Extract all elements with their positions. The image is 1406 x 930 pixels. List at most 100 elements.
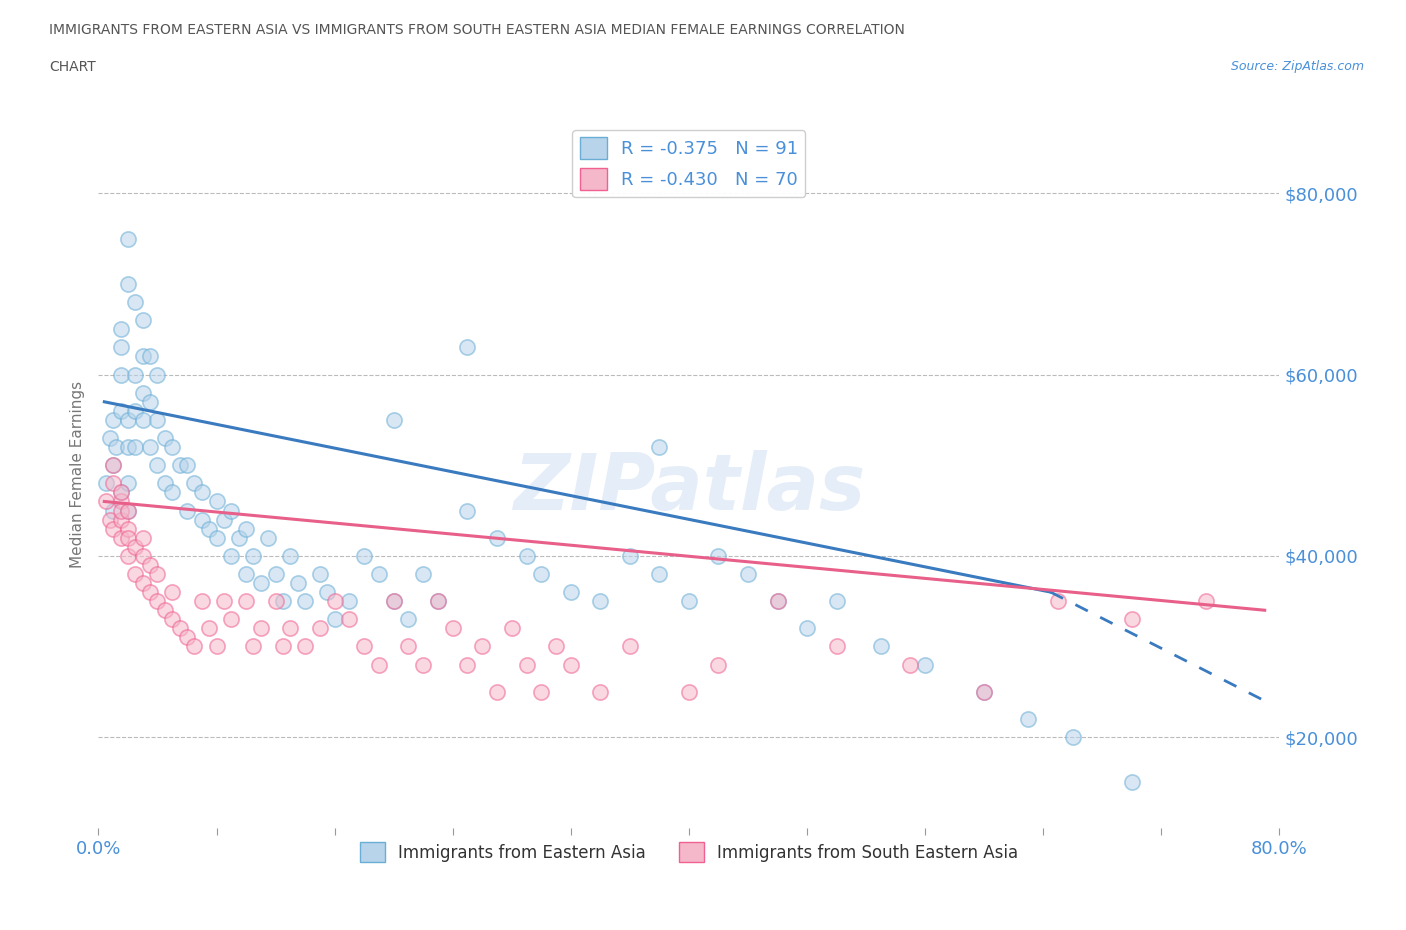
- Point: [117, 476, 139, 491]
- Point: [191, 593, 214, 608]
- Point: [132, 385, 155, 400]
- Point: [412, 566, 434, 581]
- Point: [353, 639, 375, 654]
- Point: [242, 639, 264, 654]
- Point: [257, 530, 280, 545]
- Point: [110, 512, 132, 527]
- Point: [205, 530, 228, 545]
- Point: [103, 521, 125, 536]
- Point: [146, 566, 169, 581]
- Point: [280, 621, 302, 636]
- Text: Source: ZipAtlas.com: Source: ZipAtlas.com: [1230, 60, 1364, 73]
- Y-axis label: Median Female Earnings: Median Female Earnings: [69, 380, 84, 568]
- Point: [139, 557, 162, 572]
- Point: [973, 684, 995, 699]
- Point: [110, 530, 132, 545]
- Point: [139, 585, 162, 600]
- Point: [648, 566, 671, 581]
- Point: [271, 639, 294, 654]
- Point: [132, 576, 155, 591]
- Point: [323, 612, 346, 627]
- Point: [796, 621, 818, 636]
- Point: [139, 394, 162, 409]
- Point: [678, 593, 700, 608]
- Point: [707, 658, 730, 672]
- Point: [117, 276, 139, 291]
- Point: [1195, 593, 1218, 608]
- Point: [110, 485, 132, 499]
- Point: [153, 431, 176, 445]
- Point: [707, 549, 730, 564]
- Point: [117, 440, 139, 455]
- Point: [271, 593, 294, 608]
- Point: [235, 593, 257, 608]
- Point: [110, 485, 132, 499]
- Point: [176, 630, 198, 644]
- Point: [146, 367, 169, 382]
- Point: [169, 458, 191, 472]
- Point: [117, 503, 139, 518]
- Text: CHART: CHART: [49, 60, 96, 74]
- Point: [205, 494, 228, 509]
- Point: [110, 503, 132, 518]
- Point: [132, 530, 155, 545]
- Point: [117, 549, 139, 564]
- Point: [766, 593, 789, 608]
- Point: [1121, 775, 1143, 790]
- Point: [162, 585, 183, 600]
- Point: [457, 340, 479, 355]
- Point: [309, 566, 332, 581]
- Point: [176, 458, 198, 472]
- Point: [457, 503, 479, 518]
- Point: [221, 503, 243, 518]
- Point: [132, 349, 155, 364]
- Point: [191, 512, 214, 527]
- Point: [309, 621, 332, 636]
- Point: [132, 549, 155, 564]
- Point: [191, 485, 214, 499]
- Point: [471, 639, 494, 654]
- Point: [560, 585, 582, 600]
- Point: [103, 458, 125, 472]
- Point: [530, 566, 553, 581]
- Point: [198, 621, 221, 636]
- Point: [530, 684, 553, 699]
- Point: [825, 593, 848, 608]
- Point: [117, 413, 139, 428]
- Point: [176, 503, 198, 518]
- Point: [589, 593, 612, 608]
- Point: [368, 566, 391, 581]
- Point: [486, 684, 509, 699]
- Point: [169, 621, 191, 636]
- Point: [1062, 730, 1084, 745]
- Point: [398, 612, 420, 627]
- Point: [339, 593, 361, 608]
- Point: [560, 658, 582, 672]
- Point: [501, 621, 523, 636]
- Point: [973, 684, 995, 699]
- Point: [235, 521, 257, 536]
- Point: [183, 476, 205, 491]
- Point: [294, 593, 316, 608]
- Point: [110, 494, 132, 509]
- Point: [198, 521, 221, 536]
- Point: [294, 639, 316, 654]
- Text: ZIPatlas: ZIPatlas: [513, 450, 865, 526]
- Point: [110, 367, 132, 382]
- Point: [153, 476, 176, 491]
- Point: [316, 585, 339, 600]
- Point: [212, 593, 235, 608]
- Point: [103, 503, 125, 518]
- Text: IMMIGRANTS FROM EASTERN ASIA VS IMMIGRANTS FROM SOUTH EASTERN ASIA MEDIAN FEMALE: IMMIGRANTS FROM EASTERN ASIA VS IMMIGRAN…: [49, 23, 905, 37]
- Point: [94, 494, 117, 509]
- Point: [589, 684, 612, 699]
- Point: [516, 658, 538, 672]
- Point: [162, 485, 183, 499]
- Point: [427, 593, 450, 608]
- Point: [124, 367, 146, 382]
- Point: [117, 232, 139, 246]
- Point: [353, 549, 375, 564]
- Point: [228, 530, 250, 545]
- Point: [132, 413, 155, 428]
- Point: [105, 440, 128, 455]
